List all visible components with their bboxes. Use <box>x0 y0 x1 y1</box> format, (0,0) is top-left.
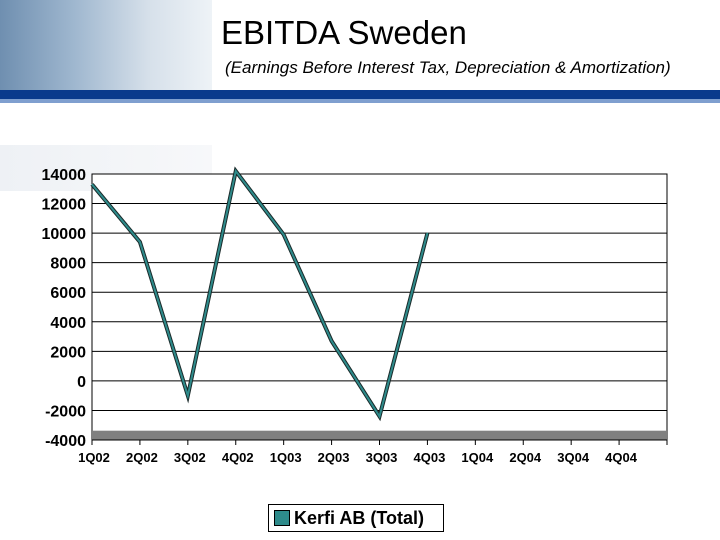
x-tick-label: 3Q03 <box>366 450 398 465</box>
x-tick-label: 3Q04 <box>557 450 590 465</box>
y-tick-label: 4000 <box>50 315 86 332</box>
header-divider-accent <box>0 99 720 103</box>
plot-area <box>91 173 668 441</box>
x-tick-label: 2Q04 <box>509 450 542 465</box>
x-tick-label: 1Q02 <box>78 450 110 465</box>
x-tick-label: 2Q02 <box>126 450 158 465</box>
data-point <box>379 415 380 417</box>
data-point <box>235 170 237 172</box>
y-tick-label: 8000 <box>50 256 86 273</box>
data-point <box>187 395 189 397</box>
legend-swatch <box>274 510 290 526</box>
x-tick-label: 1Q04 <box>461 450 494 465</box>
y-tick-label: 0 <box>77 374 86 391</box>
y-tick-label: -4000 <box>45 433 86 450</box>
building-photo <box>0 0 212 92</box>
series-line <box>91 168 429 419</box>
x-tick-label: 4Q02 <box>222 450 254 465</box>
y-tick-label: 10000 <box>42 226 87 243</box>
x-tick-label: 2Q03 <box>318 450 350 465</box>
chart-legend: Kerfi AB (Total) <box>268 504 444 532</box>
y-tick-label: 6000 <box>50 285 86 302</box>
y-tick-label: -2000 <box>45 403 86 420</box>
x-tick-label: 4Q03 <box>414 450 446 465</box>
legend-label: Kerfi AB (Total) <box>294 507 424 528</box>
y-tick-label: 14000 <box>42 167 87 184</box>
data-point <box>426 232 428 234</box>
page-title: EBITDA Sweden <box>221 14 467 51</box>
x-tick-label: 4Q04 <box>605 450 638 465</box>
y-tick-label: 2000 <box>50 344 86 361</box>
data-point <box>331 340 333 342</box>
data-point <box>283 234 285 236</box>
data-point <box>139 241 141 243</box>
y-tick-label: 12000 <box>42 197 87 214</box>
x-tick-label: 3Q02 <box>174 450 206 465</box>
data-point <box>91 183 93 185</box>
page-subtitle: (Earnings Before Interest Tax, Depreciat… <box>225 58 671 77</box>
x-tick-label: 1Q03 <box>270 450 302 465</box>
plot-floor <box>92 430 667 440</box>
